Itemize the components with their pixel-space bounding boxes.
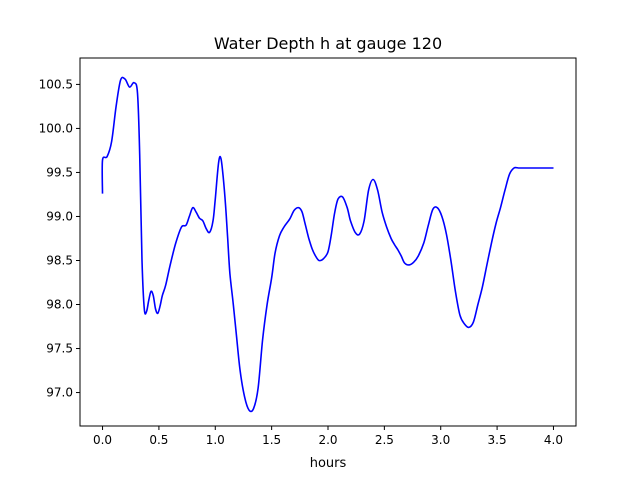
x-tick-label: 2.0 [318, 433, 337, 447]
y-axis-ticks: 97.0 97.5 98.0 98.5 99.0 99.5 100.0 100.5 [39, 77, 80, 400]
x-tick-label: 2.5 [375, 433, 394, 447]
x-axis-label: hours [310, 456, 347, 471]
x-tick-label: 3.5 [488, 433, 507, 447]
chart-title: Water Depth h at gauge 120 [214, 34, 442, 53]
series-line-water-depth [101, 76, 554, 413]
x-axis-ticks: 0.0 0.5 1.0 1.5 2.0 2.5 3.0 3.5 4.0 [93, 426, 563, 447]
y-tick-label: 99.0 [46, 209, 73, 223]
x-tick-label: 3.0 [431, 433, 450, 447]
y-tick-label: 98.0 [46, 298, 73, 312]
y-tick-label: 97.5 [46, 342, 73, 356]
plot-frame [79, 57, 577, 427]
x-tick-label: 4.0 [544, 433, 563, 447]
y-tick-label: 98.5 [46, 253, 73, 267]
x-tick-label: 0.5 [149, 433, 168, 447]
y-tick-label: 100.0 [39, 121, 73, 135]
x-tick-label: 1.5 [262, 433, 281, 447]
y-tick-label: 99.5 [46, 165, 73, 179]
plot-series-group [101, 76, 554, 413]
x-tick-label: 1.0 [206, 433, 225, 447]
x-tick-label: 0.0 [93, 433, 112, 447]
y-tick-label: 97.0 [46, 386, 73, 400]
y-tick-label: 100.5 [39, 77, 73, 91]
